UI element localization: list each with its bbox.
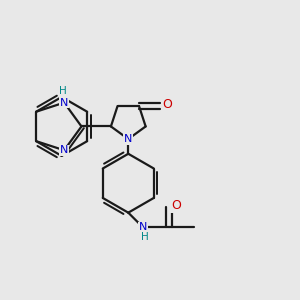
Text: O: O (171, 199, 181, 212)
Text: N: N (60, 98, 68, 108)
Text: N: N (139, 222, 147, 233)
Text: H: H (59, 86, 67, 96)
Text: N: N (60, 145, 68, 155)
Text: H: H (141, 232, 148, 242)
Text: O: O (162, 98, 172, 111)
Text: N: N (124, 134, 133, 144)
